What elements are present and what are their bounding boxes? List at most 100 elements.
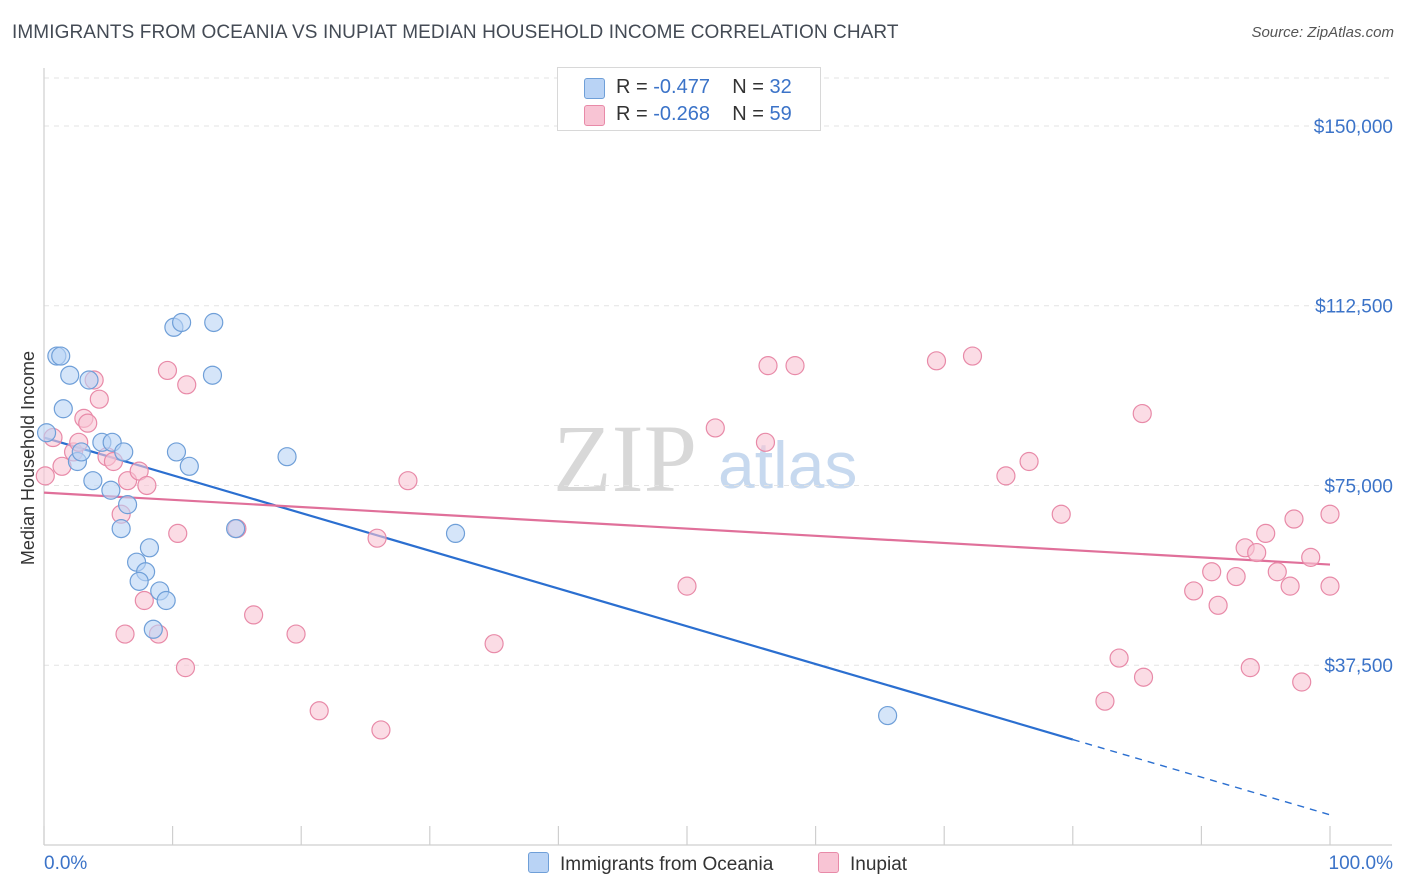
- n-value: 32: [769, 76, 792, 98]
- oceania-point: [101, 480, 121, 500]
- oceania-legend-swatch: [528, 852, 549, 873]
- y-tick-label: $37,500: [1324, 656, 1393, 677]
- oceania-point: [277, 447, 297, 467]
- oceania-point: [204, 312, 224, 333]
- oceania-point: [172, 312, 192, 333]
- oceania-swatch: [584, 78, 605, 99]
- inupiat-point: [758, 356, 778, 376]
- inupiat-point: [1226, 566, 1246, 587]
- inupiat-point: [367, 528, 387, 548]
- y-tick-label: $75,000: [1324, 476, 1393, 497]
- y-tick-label: $112,500: [1315, 297, 1393, 318]
- tick-labels: $37,500 $75,000 $112,500 $150,000 0.0% 100.0%: [44, 117, 1393, 874]
- oceania-point: [60, 365, 80, 385]
- inupiat-trend-line: [43, 491, 1331, 566]
- inupiat-point: [157, 360, 178, 381]
- oceania-point: [139, 538, 160, 558]
- inupiat-point: [1247, 542, 1267, 563]
- x-tick-label: 100.0%: [1329, 853, 1394, 874]
- oceania-point: [83, 471, 103, 491]
- n-label: N =: [732, 76, 764, 98]
- inupiat-point: [1301, 547, 1321, 567]
- inupiat-point: [755, 432, 776, 452]
- inupiat-point: [89, 389, 109, 409]
- grid: [44, 77, 1392, 666]
- r-label: R =: [616, 103, 648, 125]
- inupiat-point: [175, 658, 196, 678]
- inupiat-point: [677, 576, 697, 596]
- inupiat-point: [1202, 562, 1222, 582]
- inupiat-point: [1133, 667, 1154, 687]
- inupiat-point: [785, 356, 805, 376]
- n-value: 59: [769, 103, 792, 125]
- inupiat-point: [1184, 581, 1204, 601]
- inupiat-point: [134, 590, 154, 611]
- oceania-point: [114, 442, 134, 462]
- source-label: Source: ZipAtlas.com: [1251, 24, 1394, 41]
- inupiat-point: [484, 634, 504, 654]
- inupiat-point: [398, 471, 418, 491]
- inupiat-point: [962, 346, 983, 366]
- inupiat-swatch: [584, 105, 605, 126]
- inupiat-point: [1109, 648, 1129, 668]
- inupiat-point: [115, 624, 135, 644]
- legend-label-inupiat: Inupiat: [850, 854, 908, 875]
- r-value: -0.268: [653, 103, 710, 125]
- inupiat-point: [1240, 658, 1260, 678]
- inupiat-point: [705, 418, 725, 438]
- oceania-point: [202, 365, 223, 385]
- oceania-point: [156, 590, 176, 611]
- inupiat-point: [1095, 691, 1115, 711]
- y-tick-label: $150,000: [1314, 117, 1393, 138]
- oceania-point: [117, 495, 138, 515]
- oceania-point: [51, 346, 71, 366]
- inupiat-point: [1256, 523, 1276, 544]
- inupiat-point: [1320, 504, 1340, 524]
- inupiat-point: [1208, 595, 1228, 615]
- n-label: N =: [732, 103, 764, 125]
- oceania-point: [53, 399, 73, 419]
- inupiat-point: [244, 605, 264, 625]
- inupiat-point: [286, 624, 306, 644]
- oceania-point: [111, 519, 131, 539]
- inupiat-point: [177, 375, 197, 395]
- oceania-trend-extension: [1072, 738, 1331, 816]
- inupiat-point: [78, 413, 98, 433]
- x-tick-label: 0.0%: [44, 853, 87, 874]
- inupiat-legend-swatch: [818, 852, 839, 873]
- y-axis-label: Median Household Income: [18, 351, 38, 565]
- inupiat-point: [371, 720, 391, 740]
- oceania-point: [226, 519, 246, 539]
- r-label: R =: [616, 76, 648, 98]
- oceania-point: [71, 442, 91, 462]
- inupiat-point: [1320, 576, 1340, 596]
- r-value: -0.477: [653, 76, 710, 98]
- inupiat-point: [137, 475, 157, 496]
- chart-title: IMMIGRANTS FROM OCEANIA VS INUPIAT MEDIA…: [12, 22, 899, 43]
- oceania-trend-line: [43, 436, 1074, 741]
- legend-item-oceania[interactable]: Immigrants from Oceania: [528, 852, 773, 876]
- watermark-atlas: atlas: [718, 428, 857, 502]
- oceania-point: [143, 619, 163, 639]
- trend-lines: [43, 436, 1331, 816]
- watermark: ZIP atlas: [553, 405, 857, 512]
- oceania-point: [878, 705, 898, 726]
- inupiat-point: [1019, 451, 1039, 472]
- inupiat-point: [1051, 504, 1071, 524]
- inupiat-point: [1280, 576, 1300, 596]
- inupiat-point: [35, 466, 55, 486]
- inupiat-point: [1284, 509, 1304, 529]
- legend-label-oceania: Immigrants from Oceania: [560, 854, 774, 875]
- axes: [43, 68, 1392, 846]
- oceania-point: [129, 571, 149, 591]
- oceania-point: [79, 370, 99, 390]
- oceania-point: [166, 442, 187, 462]
- inupiat-point: [1267, 562, 1287, 582]
- legend-item-inupiat[interactable]: Inupiat: [818, 852, 907, 876]
- stats-legend: R = -0.477 N = 32 R = -0.268 N = 59: [557, 67, 821, 131]
- oceania-point: [179, 456, 199, 476]
- oceania-point: [36, 423, 57, 443]
- watermark-zip: ZIP: [553, 405, 697, 512]
- inupiat-point: [926, 351, 947, 371]
